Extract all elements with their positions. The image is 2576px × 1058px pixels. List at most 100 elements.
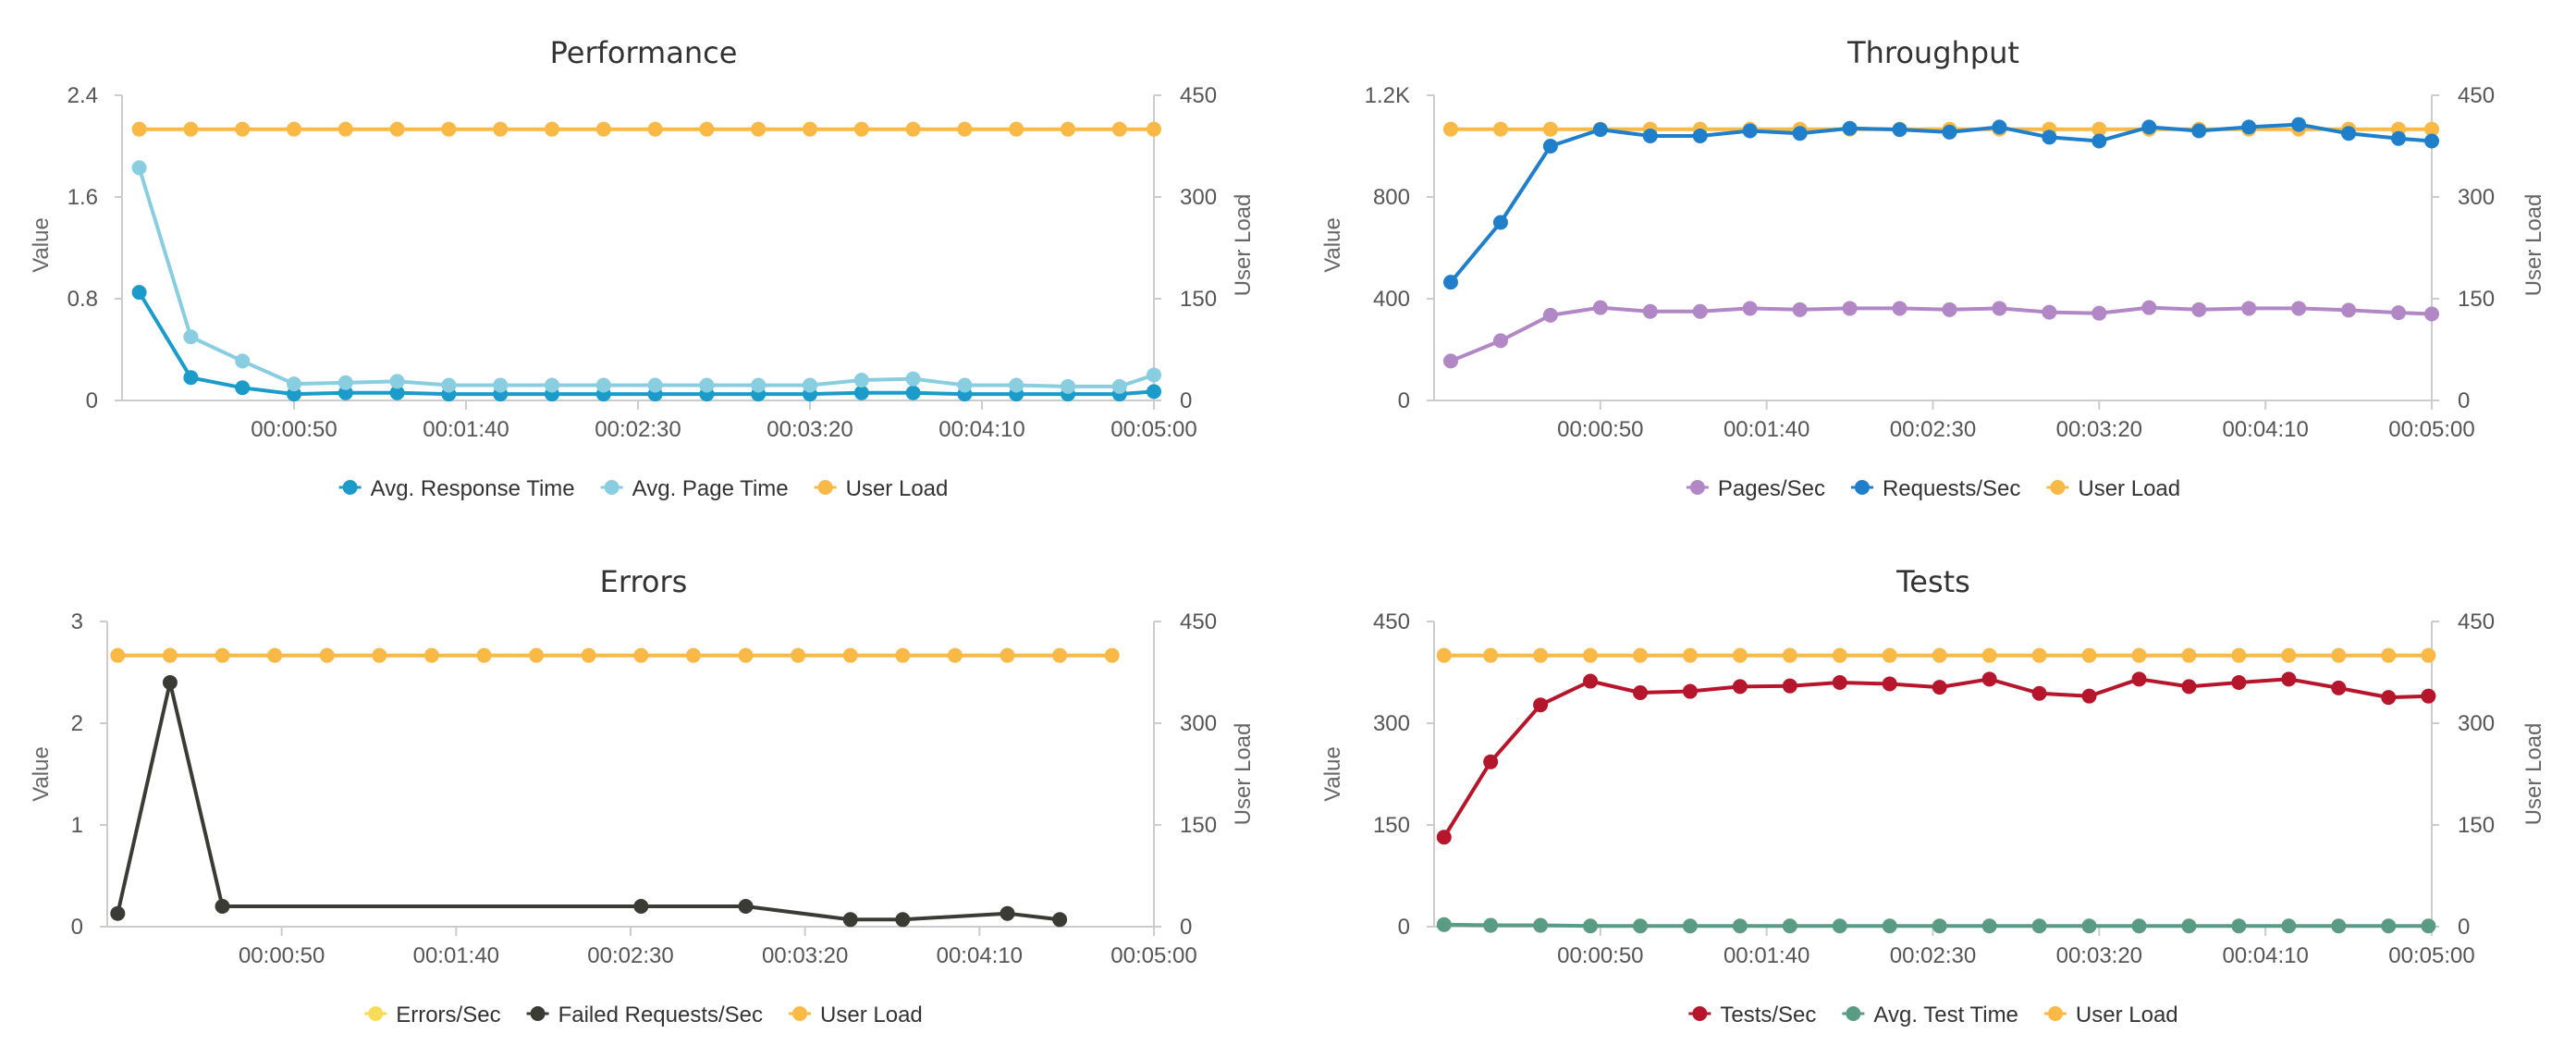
data-point[interactable] bbox=[1682, 918, 1698, 934]
data-point[interactable] bbox=[738, 899, 754, 914]
data-point[interactable] bbox=[1147, 384, 1161, 400]
data-point[interactable] bbox=[2091, 305, 2107, 321]
data-point[interactable] bbox=[1436, 830, 1452, 845]
data-point[interactable] bbox=[389, 374, 405, 389]
data-point[interactable] bbox=[957, 121, 973, 137]
data-point[interactable] bbox=[287, 121, 301, 137]
data-point[interactable] bbox=[751, 121, 767, 137]
data-point[interactable] bbox=[183, 121, 199, 137]
data-point[interactable] bbox=[493, 121, 509, 137]
data-point[interactable] bbox=[1932, 647, 1947, 663]
data-point[interactable] bbox=[1692, 129, 1708, 143]
data-point[interactable] bbox=[595, 377, 611, 393]
data-point[interactable] bbox=[2341, 302, 2357, 318]
data-point[interactable] bbox=[2331, 680, 2347, 695]
data-point[interactable] bbox=[337, 385, 353, 400]
data-point[interactable] bbox=[287, 376, 301, 392]
data-point[interactable] bbox=[1492, 215, 1508, 230]
data-point[interactable] bbox=[1000, 905, 1015, 921]
data-point[interactable] bbox=[1732, 918, 1748, 934]
data-point[interactable] bbox=[110, 647, 126, 663]
data-point[interactable] bbox=[2231, 675, 2247, 690]
data-point[interactable] bbox=[2081, 688, 2097, 704]
data-point[interactable] bbox=[842, 912, 858, 928]
data-point[interactable] bbox=[131, 121, 147, 137]
data-point[interactable] bbox=[1483, 754, 1499, 769]
data-point[interactable] bbox=[803, 377, 817, 393]
data-point[interactable] bbox=[1442, 353, 1458, 369]
data-point[interactable] bbox=[1436, 917, 1452, 932]
data-point[interactable] bbox=[2141, 300, 2157, 315]
data-point[interactable] bbox=[2231, 918, 2247, 934]
data-point[interactable] bbox=[1009, 377, 1024, 393]
data-point[interactable] bbox=[441, 121, 457, 137]
data-point[interactable] bbox=[2191, 123, 2207, 139]
data-point[interactable] bbox=[2281, 647, 2297, 663]
data-point[interactable] bbox=[1052, 912, 1068, 928]
data-point[interactable] bbox=[2241, 119, 2257, 135]
data-point[interactable] bbox=[2391, 305, 2407, 321]
data-point[interactable] bbox=[2181, 647, 2197, 663]
data-point[interactable] bbox=[1000, 647, 1015, 663]
data-point[interactable] bbox=[791, 647, 806, 663]
data-point[interactable] bbox=[2291, 301, 2307, 316]
data-point[interactable] bbox=[853, 373, 869, 388]
data-point[interactable] bbox=[476, 647, 492, 663]
data-point[interactable] bbox=[2042, 304, 2057, 320]
data-point[interactable] bbox=[1682, 683, 1698, 699]
data-point[interactable] bbox=[2081, 918, 2097, 934]
data-point[interactable] bbox=[2341, 126, 2357, 141]
legend-item-failed-requests-sec[interactable]: Failed Requests/Sec bbox=[526, 1003, 763, 1027]
data-point[interactable] bbox=[2091, 133, 2107, 149]
data-point[interactable] bbox=[1147, 367, 1161, 383]
data-point[interactable] bbox=[267, 647, 283, 663]
data-point[interactable] bbox=[110, 905, 126, 921]
data-point[interactable] bbox=[235, 121, 251, 137]
data-point[interactable] bbox=[1533, 647, 1549, 663]
data-point[interactable] bbox=[2081, 647, 2097, 663]
data-point[interactable] bbox=[1932, 680, 1947, 695]
data-point[interactable] bbox=[685, 647, 701, 663]
data-point[interactable] bbox=[2131, 647, 2147, 663]
data-point[interactable] bbox=[2331, 647, 2347, 663]
legend-item-avg-test-time[interactable]: Avg. Test Time bbox=[1842, 1003, 2018, 1027]
data-point[interactable] bbox=[2291, 117, 2307, 132]
data-point[interactable] bbox=[895, 912, 911, 928]
data-point[interactable] bbox=[2424, 133, 2439, 149]
data-point[interactable] bbox=[1632, 647, 1648, 663]
data-point[interactable] bbox=[1533, 917, 1549, 933]
data-point[interactable] bbox=[853, 121, 869, 137]
data-point[interactable] bbox=[1682, 647, 1698, 663]
data-point[interactable] bbox=[2181, 918, 2197, 934]
data-point[interactable] bbox=[1981, 647, 1997, 663]
data-point[interactable] bbox=[1792, 126, 1808, 141]
data-point[interactable] bbox=[1792, 301, 1808, 317]
data-point[interactable] bbox=[131, 285, 147, 301]
data-point[interactable] bbox=[1782, 678, 1797, 694]
data-point[interactable] bbox=[545, 377, 559, 393]
data-point[interactable] bbox=[2391, 130, 2407, 146]
data-point[interactable] bbox=[162, 675, 178, 690]
data-point[interactable] bbox=[2181, 679, 2197, 695]
data-point[interactable] bbox=[337, 121, 353, 137]
data-point[interactable] bbox=[1009, 121, 1024, 137]
data-point[interactable] bbox=[235, 380, 251, 396]
data-point[interactable] bbox=[2421, 688, 2436, 704]
data-point[interactable] bbox=[2241, 301, 2257, 316]
legend-item-user-load[interactable]: User Load bbox=[789, 1003, 923, 1027]
data-point[interactable] bbox=[2421, 647, 2436, 663]
data-point[interactable] bbox=[1061, 121, 1075, 137]
data-point[interactable] bbox=[389, 385, 405, 400]
data-point[interactable] bbox=[131, 160, 147, 176]
data-point[interactable] bbox=[647, 121, 663, 137]
data-point[interactable] bbox=[1052, 647, 1068, 663]
data-point[interactable] bbox=[2031, 918, 2047, 934]
data-point[interactable] bbox=[1542, 139, 1558, 154]
legend-item-avg-page-time[interactable]: Avg. Page Time bbox=[600, 476, 789, 501]
data-point[interactable] bbox=[699, 377, 715, 393]
data-point[interactable] bbox=[1442, 121, 1458, 137]
data-point[interactable] bbox=[1992, 301, 2007, 316]
data-point[interactable] bbox=[1542, 307, 1558, 323]
data-point[interactable] bbox=[1642, 129, 1658, 143]
data-point[interactable] bbox=[1981, 918, 1997, 934]
